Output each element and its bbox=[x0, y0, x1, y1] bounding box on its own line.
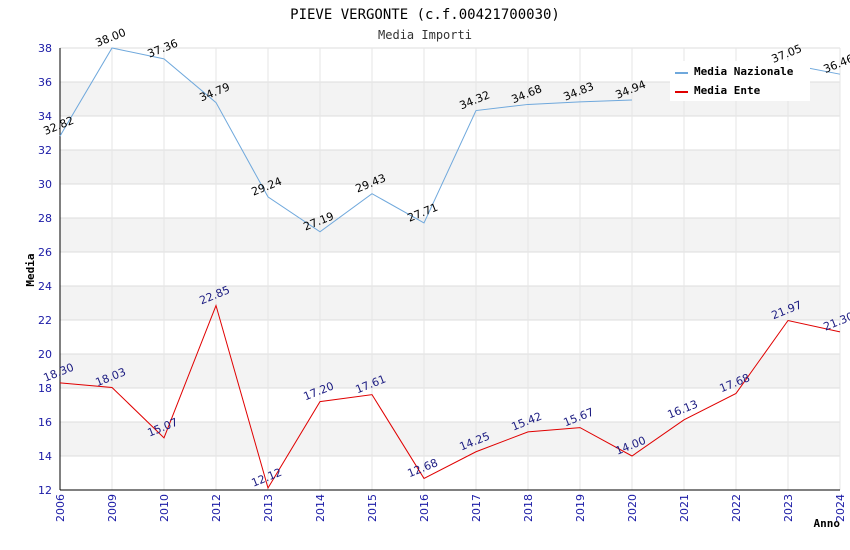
y-tick-label: 26 bbox=[38, 246, 52, 259]
x-tick-label: 2022 bbox=[730, 494, 743, 522]
grid-lines bbox=[59, 47, 841, 491]
grid-band bbox=[60, 116, 840, 150]
x-tick-label: 2020 bbox=[626, 494, 639, 522]
x-tick-label: 2015 bbox=[366, 494, 379, 522]
y-tick-label: 14 bbox=[38, 450, 52, 463]
legend: Media Nazionale Media Ente bbox=[670, 61, 810, 101]
x-tick-label: 2006 bbox=[54, 494, 67, 522]
x-tick-label: 2012 bbox=[210, 494, 223, 522]
grid-band bbox=[60, 218, 840, 252]
series-line-media-ente bbox=[59, 303, 841, 490]
x-tick-label: 2018 bbox=[522, 494, 535, 522]
grid-band bbox=[60, 456, 840, 490]
data-label: 38.00 bbox=[94, 26, 128, 50]
legend-label-media-nazionale: Media Nazionale bbox=[694, 65, 794, 78]
y-tick-label: 12 bbox=[38, 484, 52, 497]
y-tick-label: 36 bbox=[38, 76, 52, 89]
x-tick-label: 2024 bbox=[834, 494, 847, 522]
x-tick-label: 2014 bbox=[314, 494, 327, 522]
y-tick-label: 22 bbox=[38, 314, 52, 327]
grid-band bbox=[60, 320, 840, 354]
grid-band bbox=[60, 286, 840, 320]
chart-title: PIEVE VERGONTE (c.f.00421700030) bbox=[290, 7, 560, 23]
x-tick-label: 2021 bbox=[678, 494, 691, 522]
legend-label-media-ente: Media Ente bbox=[694, 84, 761, 97]
x-tick-label: 2017 bbox=[470, 494, 483, 522]
grid-band bbox=[60, 388, 840, 422]
y-tick-label: 30 bbox=[38, 178, 52, 191]
y-tick-label: 34 bbox=[38, 110, 52, 123]
y-axis-label: Media bbox=[24, 253, 37, 286]
y-tick-label: 16 bbox=[38, 416, 52, 429]
grid-band bbox=[60, 422, 840, 456]
x-tick-label: 2010 bbox=[158, 494, 171, 522]
legend-box bbox=[670, 61, 810, 101]
x-tick-label: 2013 bbox=[262, 494, 275, 522]
y-tick-label: 20 bbox=[38, 348, 52, 361]
y-tick-label: 24 bbox=[38, 280, 52, 293]
y-tick-label: 32 bbox=[38, 144, 52, 157]
x-tick-label: 2023 bbox=[782, 494, 795, 522]
x-tick-label: 2019 bbox=[574, 494, 587, 522]
grid-band bbox=[60, 184, 840, 218]
y-tick-labels: 12 14 16 18 20 22 24 26 28 30 32 34 36 38 bbox=[38, 42, 52, 497]
y-tick-label: 28 bbox=[38, 212, 52, 225]
x-tick-label: 2016 bbox=[418, 494, 431, 522]
grid-band bbox=[60, 252, 840, 286]
x-axis-label: Anno bbox=[814, 517, 841, 530]
y-tick-label: 38 bbox=[38, 42, 52, 55]
x-tick-labels: 2006 2009 2010 2012 2013 2014 2015 2016 2017 2018… bbox=[54, 494, 847, 522]
x-tick-label: 2009 bbox=[106, 494, 119, 522]
y-tick-label: 18 bbox=[38, 382, 52, 395]
chart-subtitle: Media Importi bbox=[378, 28, 472, 42]
